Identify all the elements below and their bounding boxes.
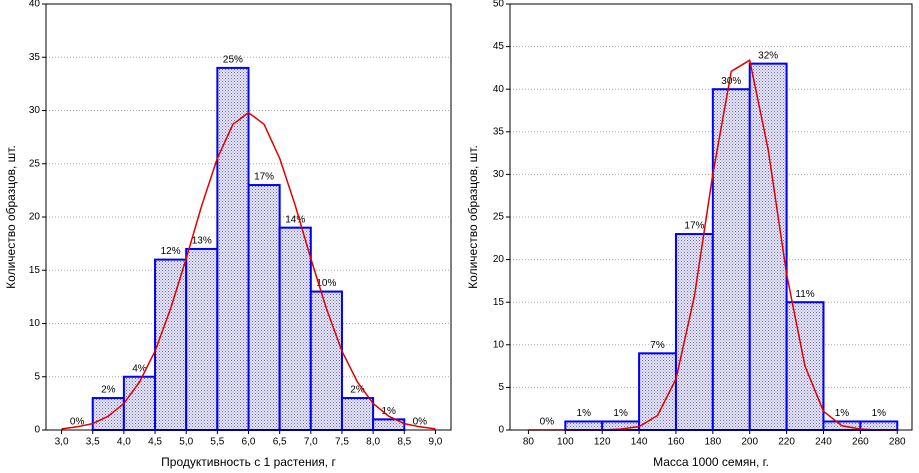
x-tick-label: 100 xyxy=(557,437,574,448)
y-tick-label: 35 xyxy=(493,126,505,137)
bar xyxy=(91,397,125,431)
fit-curve xyxy=(61,111,436,430)
x-tick-label: 4,0 xyxy=(117,437,131,448)
bar-label: 1% xyxy=(835,408,850,419)
x-tick-label: 7,5 xyxy=(335,437,349,448)
y-tick-label: 0 xyxy=(498,425,504,436)
x-axis-label: Продуктивность с 1 растения, г xyxy=(161,455,336,469)
y-tick-label: 35 xyxy=(29,52,41,63)
x-tick-label: 240 xyxy=(815,437,832,448)
bar xyxy=(748,62,788,431)
x-tick-label: 220 xyxy=(778,437,795,448)
x-tick-label: 8,0 xyxy=(366,437,380,448)
bar-label: 2% xyxy=(101,385,116,396)
x-tick-label: 8,5 xyxy=(397,437,411,448)
y-tick-label: 0 xyxy=(34,425,40,436)
bar-label: 0% xyxy=(540,417,555,428)
bar-label: 2% xyxy=(350,385,365,396)
x-tick-label: 3,5 xyxy=(86,437,100,448)
plot-frame xyxy=(45,3,452,431)
bar xyxy=(340,397,375,431)
bar-label: 17% xyxy=(684,221,704,232)
y-tick-label: 10 xyxy=(493,339,505,350)
bar-label: 1% xyxy=(872,408,887,419)
x-tick-label: 160 xyxy=(668,437,685,448)
bar xyxy=(278,226,312,431)
bar xyxy=(564,420,604,432)
bar xyxy=(154,258,188,431)
bar-label: 11% xyxy=(795,289,814,300)
bar xyxy=(216,66,250,432)
y-tick-label: 50 xyxy=(493,0,505,10)
bar-label: 30% xyxy=(721,76,741,87)
bar-label: 1% xyxy=(577,408,592,419)
x-tick-label: 5,5 xyxy=(210,437,224,448)
x-tick-label: 7,0 xyxy=(304,437,318,448)
y-tick-label: 15 xyxy=(493,297,505,308)
bar-label: 7% xyxy=(650,340,665,351)
x-tick-label: 80 xyxy=(523,437,535,448)
y-tick-label: 45 xyxy=(493,41,505,52)
y-tick-label: 25 xyxy=(493,212,505,223)
bar-label: 0% xyxy=(413,417,428,428)
x-tick-label: 280 xyxy=(889,437,906,448)
y-axis-label: Количество образцов, шт. xyxy=(4,145,18,289)
bar-label: 1% xyxy=(613,408,628,419)
bar-label: 32% xyxy=(758,50,778,61)
bar xyxy=(122,375,157,431)
y-axis-label: Количество образцов, шт. xyxy=(466,145,480,289)
y-tick-label: 5 xyxy=(34,371,40,382)
x-tick-label: 120 xyxy=(594,437,611,448)
x-axis-label: Масса 1000 семян, г. xyxy=(653,455,769,469)
y-tick-label: 40 xyxy=(29,0,41,10)
bar-label: 17% xyxy=(254,172,274,183)
x-tick-label: 180 xyxy=(705,437,722,448)
bar-label: 4% xyxy=(132,363,147,374)
x-tick-label: 6,0 xyxy=(242,437,256,448)
bar-label: 25% xyxy=(223,55,243,66)
bar xyxy=(309,290,343,431)
x-tick-label: 4,5 xyxy=(148,437,162,448)
bar-label: 14% xyxy=(285,214,305,225)
x-tick-label: 140 xyxy=(631,437,648,448)
bar xyxy=(674,233,714,431)
x-tick-label: 260 xyxy=(852,437,869,448)
x-tick-label: 6,5 xyxy=(273,437,287,448)
bar xyxy=(185,247,219,431)
plot-frame xyxy=(509,3,913,431)
y-tick-label: 30 xyxy=(29,105,41,116)
y-tick-label: 30 xyxy=(493,169,505,180)
y-tick-label: 5 xyxy=(498,382,504,393)
y-tick-label: 40 xyxy=(493,84,505,95)
x-tick-label: 9,0 xyxy=(428,437,442,448)
x-tick-label: 200 xyxy=(741,437,758,448)
x-tick-label: 3,0 xyxy=(55,437,69,448)
x-tick-label: 5,0 xyxy=(179,437,193,448)
y-tick-label: 25 xyxy=(29,158,41,169)
y-tick-label: 10 xyxy=(29,318,41,329)
bar-label: 1% xyxy=(381,406,396,417)
y-tick-label: 20 xyxy=(29,212,41,223)
y-tick-label: 20 xyxy=(493,254,505,265)
bar-label: 10% xyxy=(316,278,336,289)
y-tick-label: 15 xyxy=(29,265,41,276)
bar-label: 12% xyxy=(161,246,181,257)
bar xyxy=(638,352,677,432)
bar-label: 0% xyxy=(70,417,85,428)
bar xyxy=(247,184,281,431)
bar-label: 13% xyxy=(192,236,212,247)
